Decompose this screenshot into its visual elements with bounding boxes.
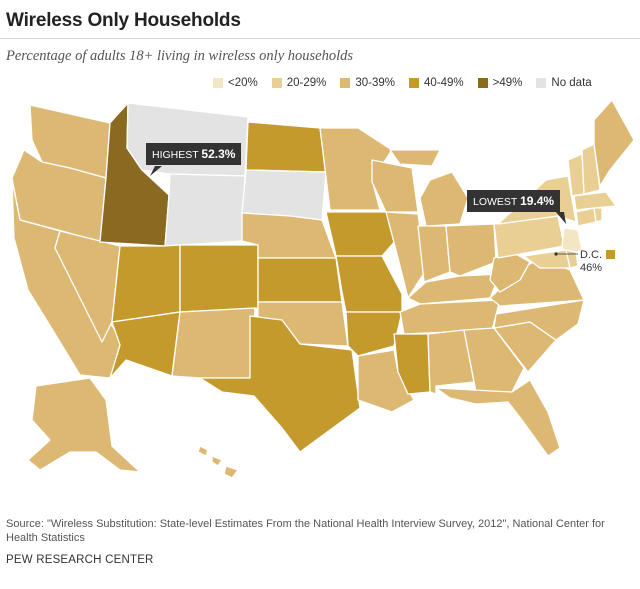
dc-annotation: D.C. 46%: [580, 249, 602, 275]
state-NV[interactable]: [54, 230, 121, 343]
state-MT[interactable]: [126, 102, 249, 177]
state-ME[interactable]: [593, 99, 635, 187]
dc-marker: [554, 252, 558, 256]
dc-value: 46%: [580, 262, 603, 274]
lowest-callout: LOWEST 19.4%: [467, 190, 561, 212]
callout-pointer-highest: [150, 166, 162, 176]
state-TX[interactable]: [199, 315, 361, 453]
state-MO[interactable]: [335, 255, 403, 313]
state-CO[interactable]: [179, 244, 259, 313]
state-HI[interactable]: [197, 445, 209, 457]
state-IA[interactable]: [325, 211, 397, 257]
legend-item: 20-29%: [271, 77, 327, 89]
state-AK[interactable]: [27, 377, 141, 473]
dc-swatch: [606, 250, 615, 259]
state-WI[interactable]: [371, 159, 419, 213]
state-IL[interactable]: [385, 211, 427, 299]
state-ND[interactable]: [245, 121, 327, 173]
state-DE[interactable]: [565, 249, 579, 269]
highest-value: 52.3%: [201, 147, 236, 161]
state-MA[interactable]: [573, 191, 617, 211]
state-IN[interactable]: [417, 225, 451, 283]
brand-credit: PEW RESEARCH CENTER: [6, 554, 154, 566]
lowest-value: 19.4%: [520, 194, 555, 208]
legend-label: >49%: [492, 77, 523, 89]
legend-item: <20%: [213, 77, 258, 89]
source-note: Source: "Wireless Substitution: State-le…: [6, 518, 605, 544]
state-GA[interactable]: [463, 327, 525, 393]
legend-label: 40-49%: [424, 77, 464, 89]
legend: <20% 20-29% 30-39% 40-49% >49% No data: [213, 77, 592, 89]
highest-label: HIGHEST: [152, 149, 199, 161]
legend-item: 40-49%: [409, 77, 464, 89]
legend-swatch: [340, 78, 351, 88]
state-FL[interactable]: [435, 379, 561, 457]
legend-swatch: [477, 78, 488, 88]
legend-item: >49%: [477, 77, 523, 89]
title-divider: [0, 38, 640, 39]
state-MI-UP[interactable]: [389, 149, 441, 167]
legend-swatch: [409, 78, 420, 88]
state-KS[interactable]: [257, 257, 343, 303]
legend-swatch: [536, 78, 547, 88]
state-UT[interactable]: [111, 244, 181, 323]
legend-swatch: [271, 78, 282, 88]
lowest-label: LOWEST: [473, 196, 518, 208]
state-HI-3[interactable]: [223, 465, 239, 479]
dc-label: D.C.: [580, 249, 602, 261]
state-WY[interactable]: [164, 173, 246, 247]
state-CT[interactable]: [575, 207, 597, 227]
state-NM[interactable]: [171, 307, 256, 379]
legend-swatch: [213, 78, 223, 88]
state-KY[interactable]: [407, 273, 501, 305]
state-MI[interactable]: [419, 171, 469, 227]
us-choropleth-map: [11, 99, 635, 479]
callout-pointer-lowest: [556, 212, 566, 224]
highest-callout: HIGHEST 52.3%: [146, 143, 242, 165]
state-AR[interactable]: [345, 311, 403, 357]
state-OH[interactable]: [445, 223, 497, 277]
legend-label: 20-29%: [286, 77, 327, 89]
legend-label: No data: [551, 77, 592, 89]
legend-label: 30-39%: [355, 77, 396, 89]
page-title: Wireless Only Households: [6, 10, 241, 31]
subtitle: Percentage of adults 18+ living in wirel…: [6, 48, 354, 64]
state-MS[interactable]: [393, 333, 431, 395]
legend-item: No data: [536, 77, 592, 89]
legend-label: <20%: [228, 77, 258, 89]
state-AZ[interactable]: [109, 311, 181, 379]
state-LA[interactable]: [357, 349, 415, 413]
legend-item: 30-39%: [340, 77, 395, 89]
state-HI-2[interactable]: [211, 455, 223, 467]
state-SD[interactable]: [241, 169, 327, 221]
state-RI[interactable]: [593, 207, 603, 223]
